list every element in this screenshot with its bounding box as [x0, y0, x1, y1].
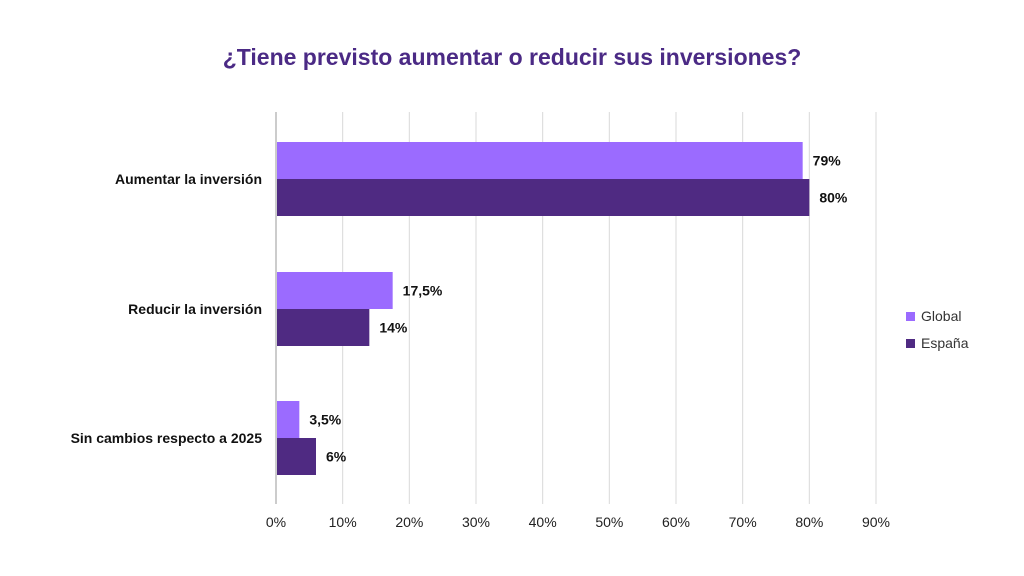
- category-label: Sin cambios respecto a 2025: [71, 430, 263, 446]
- x-tick-label: 40%: [529, 514, 557, 530]
- category-labels: Aumentar la inversión Reducir la inversió…: [71, 171, 263, 446]
- x-tick-label: 80%: [795, 514, 823, 530]
- legend-label: España: [921, 335, 969, 351]
- bar-global: [277, 272, 393, 309]
- legend-swatch: [906, 312, 915, 321]
- x-tick-label: 10%: [329, 514, 357, 530]
- chart-title: ¿Tiene previsto aumentar o reducir sus i…: [222, 44, 802, 70]
- data-label: 17,5%: [403, 283, 443, 299]
- data-label: 79%: [813, 153, 842, 169]
- data-label: 3,5%: [309, 412, 341, 428]
- data-label: 14%: [379, 320, 408, 336]
- x-tick-label: 30%: [462, 514, 490, 530]
- data-label: 80%: [819, 190, 848, 206]
- legend-swatch: [906, 339, 915, 348]
- bar-espana: [277, 309, 370, 346]
- bars: [277, 142, 810, 475]
- bar-espana: [277, 179, 810, 216]
- x-tick-label: 60%: [662, 514, 690, 530]
- bar-global: [277, 401, 300, 438]
- data-labels: 79% 80% 17,5% 14% 3,5% 6%: [309, 153, 848, 465]
- data-label: 6%: [326, 449, 347, 465]
- x-tick-label: 70%: [729, 514, 757, 530]
- category-label: Reducir la inversión: [128, 301, 262, 317]
- x-tick-label: 20%: [395, 514, 423, 530]
- x-tick-label: 90%: [862, 514, 890, 530]
- bar-espana: [277, 438, 316, 475]
- x-axis-ticks: 0% 10% 20% 30% 40% 50% 60% 70% 80% 90%: [266, 514, 890, 530]
- category-label: Aumentar la inversión: [115, 171, 262, 187]
- x-tick-label: 0%: [266, 514, 286, 530]
- legend: Global España: [906, 308, 969, 351]
- legend-label: Global: [921, 308, 961, 324]
- x-tick-label: 50%: [595, 514, 623, 530]
- bar-global: [277, 142, 803, 179]
